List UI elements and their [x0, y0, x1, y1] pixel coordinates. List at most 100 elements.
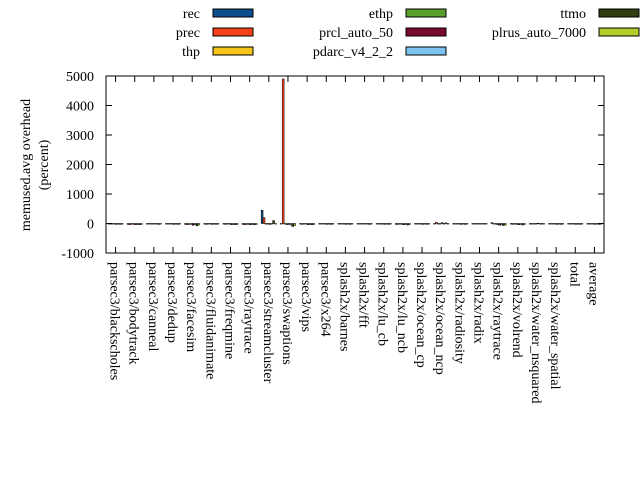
- bar-prcl_auto_50-18: [460, 223, 463, 225]
- bar-pdarc_v4_2_2-18: [462, 223, 465, 225]
- bar-plrus_auto_7000-22: [542, 223, 545, 225]
- y-tick-label-5000: 5000: [66, 70, 94, 85]
- bar-ethp-2: [151, 223, 155, 225]
- bar-rec-20: [490, 222, 494, 224]
- bar-rec-24: [567, 223, 570, 225]
- bar-prcl_auto_50-17: [440, 222, 444, 224]
- x-tick-label-18: splash2x/radiosity: [451, 262, 466, 364]
- bar-ttmo-19: [483, 223, 486, 225]
- bar-rec-8: [260, 209, 264, 224]
- x-tick-label-0: parsec3/blackscholes: [107, 262, 122, 380]
- y-tick-label--1000: -1000: [61, 247, 94, 262]
- x-tick-label-23: splash2x/water_spatial: [547, 262, 562, 390]
- bar-ethp-11: [324, 223, 327, 225]
- bar-pdarc_v4_2_2-19: [481, 223, 484, 225]
- bar-ethp-5: [209, 223, 212, 225]
- bar-ethp-25: [592, 223, 595, 225]
- bar-prcl_auto_50-10: [306, 223, 310, 225]
- bar-prcl_auto_50-9: [287, 223, 291, 225]
- bar-prec-24: [569, 223, 572, 225]
- bar-ethp-13: [362, 223, 365, 225]
- bar-prcl_auto_50-23: [555, 223, 559, 225]
- bar-prcl_auto_50-20: [498, 223, 501, 226]
- bar-plrus_auto_7000-20: [504, 223, 507, 226]
- x-axis-tick-labels: parsec3/blackscholes parsec3/bodytrack par…: [107, 76, 600, 404]
- bar-thp-4: [188, 223, 191, 225]
- bar-ttmo-8: [272, 220, 275, 224]
- bar-ttmo-13: [368, 223, 371, 225]
- bar-thp-23: [552, 223, 555, 225]
- bar-pdarc_v4_2_2-6: [232, 223, 235, 225]
- bar-rec-10: [299, 223, 302, 225]
- bar-thp-14: [379, 223, 383, 225]
- bar-thp-7: [245, 223, 248, 225]
- bar-ethp-21: [515, 223, 519, 225]
- bar-ttmo-5: [214, 223, 218, 225]
- bar-pdarc_v4_2_2-0: [117, 223, 120, 225]
- y-tick-label-3000: 3000: [66, 129, 94, 144]
- bar-rec-23: [548, 223, 551, 225]
- bar-thp-3: [168, 223, 172, 225]
- bar-pdarc_v4_2_2-16: [423, 223, 427, 225]
- plot-frame: [105, 75, 605, 254]
- bar-prcl_auto_50-2: [153, 223, 157, 225]
- x-tick-label-22: splash2x/water_nsquared: [528, 262, 543, 404]
- x-tick-label-19: splash2x/radix: [471, 262, 486, 344]
- bar-ethp-22: [534, 223, 538, 225]
- x-tick-label-2: parsec3/canneal: [145, 262, 160, 351]
- bar-prec-11: [320, 223, 323, 225]
- bar-plrus_auto_7000-10: [312, 223, 316, 225]
- y-axis-label-line-2: (percent): [37, 139, 52, 190]
- legend-swatch-prec: [212, 27, 254, 37]
- bar-prec-22: [530, 223, 534, 225]
- bar-prcl_auto_50-12: [345, 223, 348, 225]
- legend-swatch-prcl_auto_50: [405, 27, 447, 37]
- bar-ttmo-18: [463, 223, 467, 225]
- x-tick-label-15: splash2x/lu_ncb: [394, 262, 409, 353]
- bar-plrus_auto_7000-4: [197, 223, 201, 226]
- bar-ethp-8: [266, 223, 270, 225]
- bar-ttmo-24: [578, 223, 582, 225]
- bar-ttmo-15: [406, 223, 409, 226]
- bar-pdarc_v4_2_2-7: [251, 223, 254, 225]
- bar-pdarc_v4_2_2-2: [155, 223, 158, 225]
- y-tick-label-0: 0: [87, 218, 94, 233]
- x-tick-label-14: splash2x/lu_cb: [375, 262, 390, 346]
- bar-rec-16: [414, 223, 417, 225]
- bar-ttmo-16: [425, 223, 429, 225]
- bar-ethp-23: [553, 223, 557, 225]
- bar-ethp-7: [247, 223, 250, 225]
- bar-prec-9: [281, 78, 285, 224]
- x-tick-label-17: splash2x/ocean_ncp: [432, 262, 447, 375]
- bar-prec-1: [128, 223, 132, 225]
- bar-thp-22: [532, 223, 536, 225]
- bar-prcl_auto_50-11: [326, 223, 329, 225]
- y-tick-label-2000: 2000: [66, 159, 94, 174]
- bar-plrus_auto_7000-21: [523, 223, 526, 225]
- bar-prcl_auto_50-24: [575, 223, 578, 225]
- legend-swatch-ethp: [405, 8, 447, 18]
- legend-swatch-ttmo: [598, 8, 640, 18]
- legend-label-rec: rec: [183, 7, 200, 22]
- bar-pdarc_v4_2_2-9: [289, 223, 293, 226]
- bar-plrus_auto_7000-8: [274, 223, 277, 225]
- bar-rec-2: [145, 223, 149, 225]
- bar-thp-13: [360, 223, 363, 225]
- bar-plrus_auto_7000-9: [293, 223, 296, 226]
- bar-plrus_auto_7000-0: [121, 223, 124, 225]
- bar-pdarc_v4_2_2-21: [519, 223, 522, 225]
- y-tick-label-1000: 1000: [66, 188, 94, 203]
- bar-pdarc_v4_2_2-20: [500, 223, 503, 225]
- bar-pdarc_v4_2_2-4: [193, 223, 197, 225]
- bar-prec-10: [301, 223, 304, 225]
- legend-label-prec: prec: [176, 26, 200, 41]
- x-tick-label-11: parsec3/x264: [317, 262, 332, 337]
- bar-plrus_auto_7000-24: [580, 223, 584, 225]
- bar-rec-11: [318, 223, 321, 225]
- bar-thp-5: [207, 223, 210, 225]
- bar-ethp-3: [170, 223, 174, 225]
- bar-prec-3: [167, 223, 170, 225]
- bar-ethp-17: [439, 223, 442, 225]
- y-axis-label-line-1: memused.avg overhead: [19, 99, 34, 231]
